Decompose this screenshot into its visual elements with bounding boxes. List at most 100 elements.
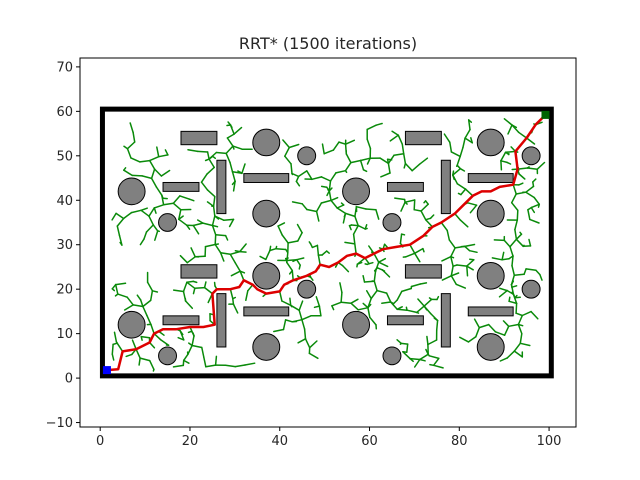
tree-edge (493, 239, 506, 242)
tree-edge (507, 124, 513, 135)
tree-edge (344, 139, 356, 145)
tree-edge (512, 183, 517, 195)
tree-edge (397, 134, 404, 145)
tree-edge (298, 309, 303, 321)
tree-edge (296, 223, 303, 234)
axes: 0 20 40 60 80 100 −10 0 10 20 30 40 50 60 70 (46, 57, 577, 449)
tree-edge (499, 357, 509, 362)
tree-edge (182, 359, 190, 364)
tree-edge (392, 299, 398, 305)
tree-edge (525, 185, 535, 193)
tree-edge (219, 251, 225, 262)
tree-edge (450, 272, 460, 277)
tree-edge (126, 141, 136, 150)
tree-edge (295, 175, 300, 183)
tree-edge (526, 167, 539, 170)
tree-edge (389, 134, 400, 142)
tree-edge (179, 330, 184, 336)
tree-edge (321, 250, 328, 256)
tree-edge (399, 306, 403, 309)
tree-edge (326, 190, 331, 197)
tree-edge (192, 280, 198, 284)
tree-edge (182, 353, 189, 362)
tree-edge (467, 119, 473, 123)
tree-edge (303, 328, 307, 340)
tree-edge (354, 243, 357, 255)
tree-edge (523, 268, 527, 276)
tree-edge (313, 305, 321, 309)
tree-edge (340, 291, 343, 304)
tree-edge (141, 175, 153, 180)
rect-obstacle (243, 173, 290, 183)
tree-edge (341, 264, 350, 273)
tree-edge (528, 238, 532, 247)
tree-edge (402, 351, 411, 360)
tree-edge (330, 199, 338, 209)
tree-edge (152, 224, 159, 232)
tree-edge (157, 154, 169, 158)
rect-obstacle (216, 293, 227, 348)
tree-edge (381, 269, 386, 272)
tree-edge (366, 124, 377, 131)
tree-edge (111, 353, 115, 361)
circle-obstacle (297, 146, 317, 166)
tree-edge (311, 176, 323, 181)
tree-edge (269, 245, 272, 252)
tree-edge (284, 146, 291, 157)
tree-edge (365, 208, 377, 211)
tree-edge (149, 290, 154, 302)
tree-edge (354, 215, 359, 227)
tree-edge (370, 289, 378, 300)
tree-edge (350, 302, 359, 311)
tree-edge (404, 252, 416, 258)
tree-edge (529, 218, 540, 224)
circle-obstacle (252, 199, 281, 228)
tree-edge (514, 294, 518, 299)
tree-edge (301, 318, 306, 330)
circle-obstacle (297, 279, 317, 299)
x-tick-label: 60 (361, 434, 378, 449)
tree-edge (232, 145, 243, 150)
tree-edge (140, 207, 148, 212)
tree-edge (503, 239, 511, 248)
tree-edge (425, 348, 429, 356)
tree-edge (291, 201, 303, 205)
tree-edge (152, 368, 155, 372)
tree-edge (515, 312, 524, 317)
tree-edge (123, 169, 133, 177)
tree-edge (352, 233, 356, 245)
tree-edge (187, 330, 193, 334)
tree-edge (131, 339, 137, 350)
tree-edge (185, 224, 191, 230)
tree-edge (329, 172, 337, 182)
tree-edge (404, 201, 408, 205)
tree-edge (376, 267, 384, 271)
tree-edge (455, 164, 458, 167)
tree-edge (510, 280, 515, 286)
tree-edge (115, 212, 125, 220)
tree-edge (403, 162, 407, 169)
tree-edge (295, 258, 301, 266)
y-tick-label: 30 (56, 238, 73, 253)
tree-edge (298, 300, 304, 312)
tree-edge (415, 305, 425, 314)
tree-edge (328, 180, 332, 192)
tree-edge (295, 180, 301, 187)
tree-edge (297, 170, 308, 178)
tree-edge (132, 131, 136, 143)
tree-edge (450, 247, 456, 258)
tree-edge (316, 244, 320, 256)
tree-edge (436, 295, 440, 301)
tree-edge (491, 257, 503, 261)
tree-edge (309, 276, 314, 281)
circle-obstacle (252, 128, 281, 157)
tree-edge (234, 364, 246, 368)
tree-edge (179, 254, 189, 264)
tree-edge (232, 180, 236, 192)
tree-edge (340, 202, 345, 206)
tree-edge (224, 234, 229, 241)
tree-edge (136, 294, 142, 301)
tree-edge (241, 163, 246, 175)
tree-edge (525, 137, 536, 145)
